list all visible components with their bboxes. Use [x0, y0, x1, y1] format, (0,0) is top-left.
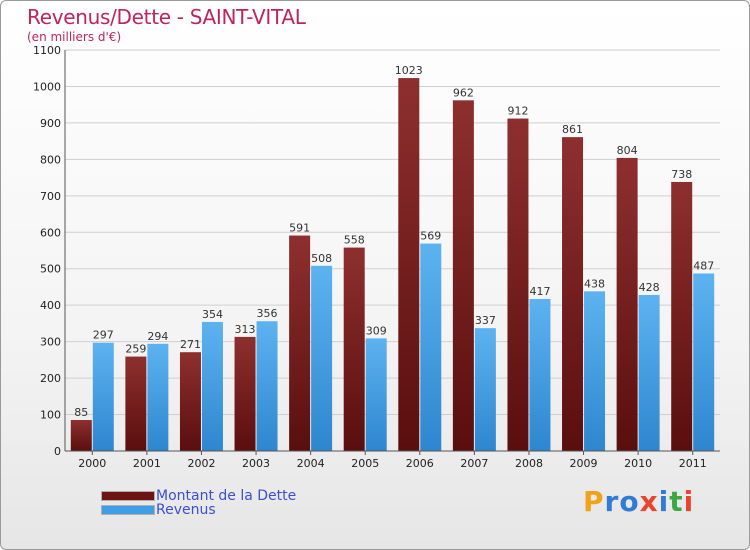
x-tick-label: 2007: [460, 457, 488, 470]
x-tick-label: 2008: [515, 457, 543, 470]
bar-revenus: [365, 338, 387, 451]
logo-letter: i: [658, 485, 670, 518]
chart-subtitle: (en milliers d'€): [27, 30, 122, 44]
x-tick-label: 2000: [78, 457, 106, 470]
logo-letter: o: [619, 485, 640, 518]
legend-swatch-revenus: [101, 505, 155, 515]
data-label-revenus: 356: [257, 307, 278, 320]
bar-revenus: [529, 298, 551, 451]
data-label-revenus: 309: [366, 324, 387, 337]
data-label-revenus: 508: [311, 252, 332, 265]
x-tick-label: 2011: [679, 457, 707, 470]
bar-debt: [562, 137, 584, 452]
bar-revenus: [147, 343, 169, 451]
bar-debt: [398, 78, 420, 451]
bar-revenus: [638, 294, 660, 451]
data-label-revenus: 297: [93, 329, 114, 342]
data-label-revenus: 569: [420, 230, 441, 243]
bar-debt: [671, 181, 693, 451]
data-label-debt: 313: [235, 323, 256, 336]
bar-debt: [452, 100, 474, 451]
data-label-debt: 271: [180, 338, 201, 351]
data-label-debt: 558: [344, 234, 365, 247]
axes-group: [64, 50, 720, 455]
data-label-revenus: 417: [529, 285, 550, 298]
y-tick-label: 200: [40, 372, 61, 385]
y-tick-label: 1100: [33, 44, 61, 57]
data-label-debt: 1023: [395, 64, 423, 77]
data-label-revenus: 428: [639, 281, 660, 294]
bar-revenus: [693, 273, 715, 451]
data-label-debt: 804: [617, 144, 638, 157]
bar-debt: [343, 247, 365, 451]
data-label-debt: 912: [507, 105, 528, 118]
bar-debt: [234, 336, 256, 451]
y-tick-label: 400: [40, 299, 61, 312]
legend-swatch-debt: [101, 491, 155, 501]
logo-letter: i: [683, 485, 695, 518]
bars-group: [70, 78, 715, 452]
x-tick-label: 2006: [406, 457, 434, 470]
labels-group: 0 100 200 300 400 500 600 700 800 900 1000 1100 2000…: [33, 44, 714, 470]
bar-debt: [125, 356, 147, 451]
x-tick-label: 2001: [133, 457, 161, 470]
data-label-debt: 259: [125, 343, 146, 356]
y-tick-label: 700: [40, 190, 61, 203]
bar-debt: [70, 420, 92, 451]
logo-letter: P: [583, 485, 605, 518]
bar-revenus: [92, 342, 114, 451]
bar-revenus: [311, 265, 333, 451]
y-tick-label: 0: [54, 445, 61, 458]
data-label-revenus: 354: [202, 308, 223, 321]
data-label-revenus: 294: [147, 330, 168, 343]
data-label-debt: 962: [453, 86, 474, 99]
bar-revenus: [584, 291, 606, 451]
x-tick-label: 2002: [187, 457, 215, 470]
bar-revenus: [420, 243, 442, 451]
data-label-revenus: 438: [584, 277, 605, 290]
data-label-debt: 861: [562, 123, 583, 136]
x-tick-label: 2010: [624, 457, 652, 470]
x-tick-label: 2003: [242, 457, 270, 470]
bar-revenus: [256, 321, 278, 451]
x-tick-label: 2004: [297, 457, 325, 470]
data-label-debt: 738: [671, 168, 692, 181]
data-label-debt: 85: [74, 406, 88, 419]
bar-revenus: [201, 321, 223, 451]
legend-label-debt: Montant de la Dette: [156, 488, 297, 504]
y-tick-label: 900: [40, 117, 61, 130]
bar-debt: [507, 118, 529, 451]
bar-revenus: [474, 328, 496, 451]
bar-debt: [179, 352, 201, 451]
y-tick-label: 600: [40, 226, 61, 239]
y-tick-label: 100: [40, 409, 61, 422]
data-label-revenus: 337: [475, 314, 496, 327]
logo-letter: r: [604, 485, 620, 518]
y-tick-label: 500: [40, 263, 61, 276]
bar-debt: [616, 157, 638, 451]
y-tick-label: 300: [40, 336, 61, 349]
logo-letter: t: [669, 485, 684, 518]
data-label-revenus: 487: [693, 259, 714, 272]
chart-title: Revenus/Dette - SAINT-VITAL: [27, 5, 306, 29]
x-tick-label: 2009: [570, 457, 598, 470]
y-tick-label: 800: [40, 153, 61, 166]
proxiti-logo: Proxiti: [583, 485, 694, 518]
data-label-debt: 591: [289, 222, 310, 235]
bar-debt: [289, 235, 311, 451]
x-tick-label: 2005: [351, 457, 379, 470]
legend-label-revenus: Revenus: [156, 502, 216, 518]
y-tick-label: 1000: [33, 80, 61, 93]
logo-letter: x: [639, 485, 659, 518]
